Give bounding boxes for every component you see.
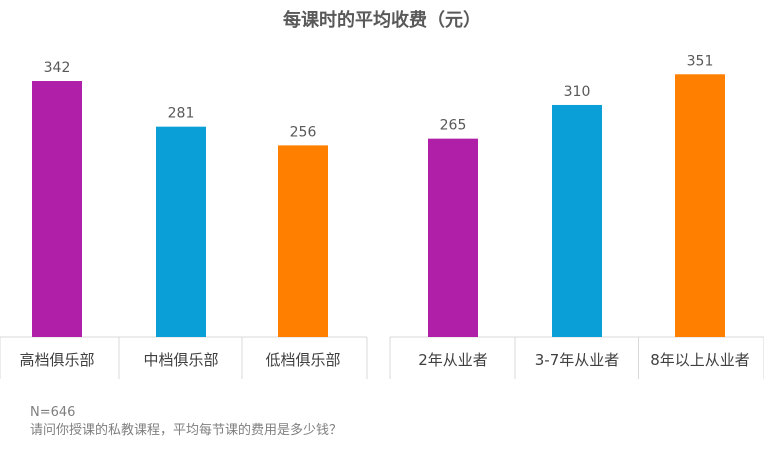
bar [552, 104, 602, 337]
chart-panel: 342 高档俱乐部 281 中档俱乐部 256 低档俱乐部 [0, 60, 368, 379]
bar [156, 126, 206, 337]
bar [278, 145, 328, 337]
chart-title: 每课时的平均收费（元） [283, 10, 481, 31]
data-label: 281 [168, 106, 195, 122]
data-label: 256 [290, 124, 317, 140]
footnote: N=646 请问你授课的私教课程，平均每节课的费用是多少钱？ [30, 404, 342, 440]
data-label: 265 [440, 118, 467, 134]
sample-size: N=646 [30, 405, 76, 420]
category-label: 低档俱乐部 [265, 351, 340, 369]
bar [32, 81, 82, 337]
category-label: 3-7年从业者 [535, 351, 620, 369]
category-label: 中档俱乐部 [143, 351, 218, 369]
bar [428, 138, 478, 337]
data-label: 310 [564, 84, 591, 100]
bar [675, 74, 725, 338]
data-label: 342 [44, 60, 71, 76]
data-label: 351 [687, 53, 714, 69]
category-label: 2年从业者 [418, 351, 488, 369]
chart-panel: 265 2年从业者 310 3-7年从业者 351 8年以上从业者 [389, 53, 764, 379]
survey-question: 请问你授课的私教课程，平均每节课的费用是多少钱？ [30, 423, 343, 438]
category-label: 8年以上从业者 [650, 351, 750, 369]
category-label: 高档俱乐部 [19, 351, 94, 369]
